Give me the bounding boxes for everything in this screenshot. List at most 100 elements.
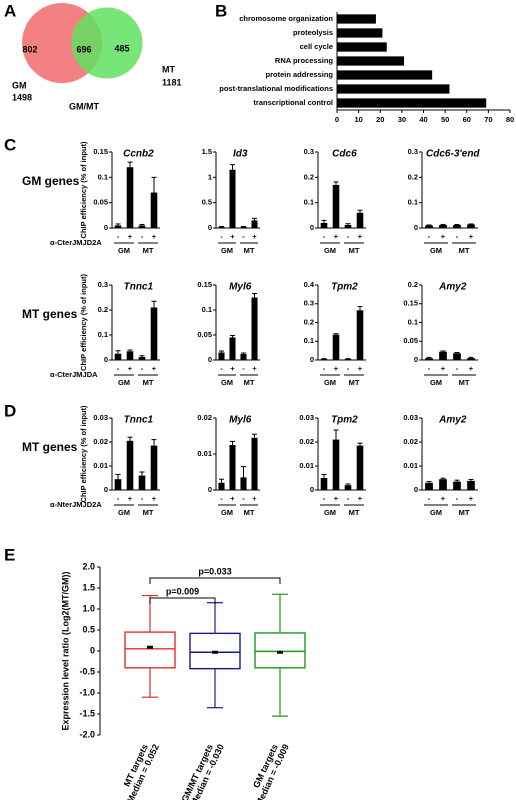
x-tick-label: -	[456, 364, 459, 373]
y-tick-label: 0.1	[408, 317, 418, 326]
y-tick-label: 0.05	[197, 330, 212, 339]
chart-title: Amy2	[438, 282, 467, 293]
y-tick-label: 0	[208, 485, 212, 494]
x-tick-label: -	[220, 232, 223, 241]
x-tick-label: -	[141, 364, 144, 373]
bar	[320, 222, 328, 228]
chart-title: Tpm2	[331, 415, 358, 426]
bar	[126, 351, 134, 360]
y-tick-label: 0.4	[304, 280, 315, 289]
x-tick-label: 30	[398, 115, 406, 124]
bar	[229, 169, 236, 228]
venn-count: 696	[76, 44, 91, 54]
y-axis-label: ChIP efficiency (% of input)	[79, 274, 88, 371]
x-tick-label: -	[117, 364, 120, 373]
group-label: GM	[221, 246, 233, 255]
y-tick-label: 0.2	[98, 305, 108, 314]
bar	[356, 445, 364, 490]
y-tick-label: 0.1	[98, 172, 108, 181]
y-tick-label: -1.0	[79, 687, 95, 697]
x-tick-label: -	[242, 232, 245, 241]
x-tick-label: -	[141, 232, 144, 241]
bar	[251, 297, 258, 360]
bar	[344, 359, 352, 360]
x-tick-label: +	[441, 494, 446, 503]
x-tick-label: +	[128, 364, 133, 373]
bar	[337, 14, 376, 24]
x-tick-label: -	[242, 364, 245, 373]
bar	[251, 437, 258, 490]
mean	[212, 650, 218, 654]
x-tick-label: +	[252, 232, 257, 241]
box	[189, 632, 241, 670]
group-label: GM	[430, 246, 442, 255]
annotation: p=0.033	[198, 566, 231, 576]
x-tick-label: -	[141, 494, 144, 503]
x-tick-label: 20	[376, 115, 384, 124]
x-tick-label: -	[456, 232, 459, 241]
chart-title: Ccnb2	[123, 149, 154, 160]
bar	[332, 334, 340, 360]
bar	[150, 445, 158, 490]
y-tick-label: 0.1	[202, 305, 212, 314]
x-tick-label: -	[428, 364, 431, 373]
category-label: cell cycle	[300, 42, 333, 51]
panel-letter: A	[4, 1, 16, 20]
x-tick-label: +	[230, 232, 235, 241]
group-label: MT	[244, 508, 255, 517]
category-label: proteolysis	[293, 28, 333, 37]
y-tick-label: 1.5	[82, 582, 95, 592]
y-tick-label: 0.01	[299, 461, 314, 470]
bar	[229, 445, 236, 490]
y-tick-label: 0.1	[304, 198, 314, 207]
intersection-name: GM/MT	[69, 101, 99, 111]
group-label: MT	[349, 508, 360, 517]
set-name: MT	[162, 64, 175, 74]
x-tick-label: -	[428, 232, 431, 241]
venn-circle	[71, 7, 143, 79]
bar	[439, 479, 447, 490]
significance-bracket	[149, 597, 216, 604]
group-label: MT	[459, 378, 470, 387]
y-tick-label: 0.01	[197, 449, 212, 458]
bar	[114, 353, 122, 360]
x-tick-label: +	[358, 364, 363, 373]
y-tick-label: 0.03	[93, 413, 108, 422]
y-tick-label: 0.03	[299, 413, 314, 422]
mean	[277, 650, 283, 654]
y-tick-label: 0.2	[408, 172, 418, 181]
bar	[138, 475, 146, 490]
x-tick-label: 70	[484, 115, 492, 124]
group-label: MT	[349, 378, 360, 387]
y-tick-label: 0	[208, 223, 212, 232]
group-label: GM	[324, 378, 336, 387]
y-axis-label: ChIP efficiency (% of input)	[79, 141, 88, 238]
x-tick-label: -	[428, 494, 431, 503]
bar	[218, 226, 225, 228]
bar	[344, 485, 352, 490]
x-tick-label: -	[117, 494, 120, 503]
set-name: GM	[12, 80, 27, 90]
chart-title: Myl6	[229, 415, 252, 426]
x-tick-label: +	[469, 364, 474, 373]
y-tick-label: 0.05	[403, 336, 418, 345]
bar	[425, 225, 433, 228]
row-label: GM genes	[22, 174, 80, 188]
set-total: 1181	[162, 77, 182, 87]
x-tick-label: -	[220, 364, 223, 373]
group-label: MT	[244, 378, 255, 387]
y-tick-label: 1.5	[202, 147, 212, 156]
bar	[218, 352, 225, 360]
bar	[150, 192, 158, 228]
x-tick-label: +	[334, 364, 339, 373]
category-label: chromosome organization	[239, 14, 333, 23]
x-tick-label: -	[323, 494, 326, 503]
group-label: GM	[221, 378, 233, 387]
category-label: post-translational modifications	[219, 84, 333, 93]
bar	[337, 98, 487, 108]
y-tick-label: 0.1	[304, 336, 314, 345]
row-label: MT genes	[22, 440, 78, 454]
bar	[138, 357, 146, 360]
y-tick-label: 0	[104, 485, 108, 494]
y-tick-label: 0.3	[304, 147, 314, 156]
